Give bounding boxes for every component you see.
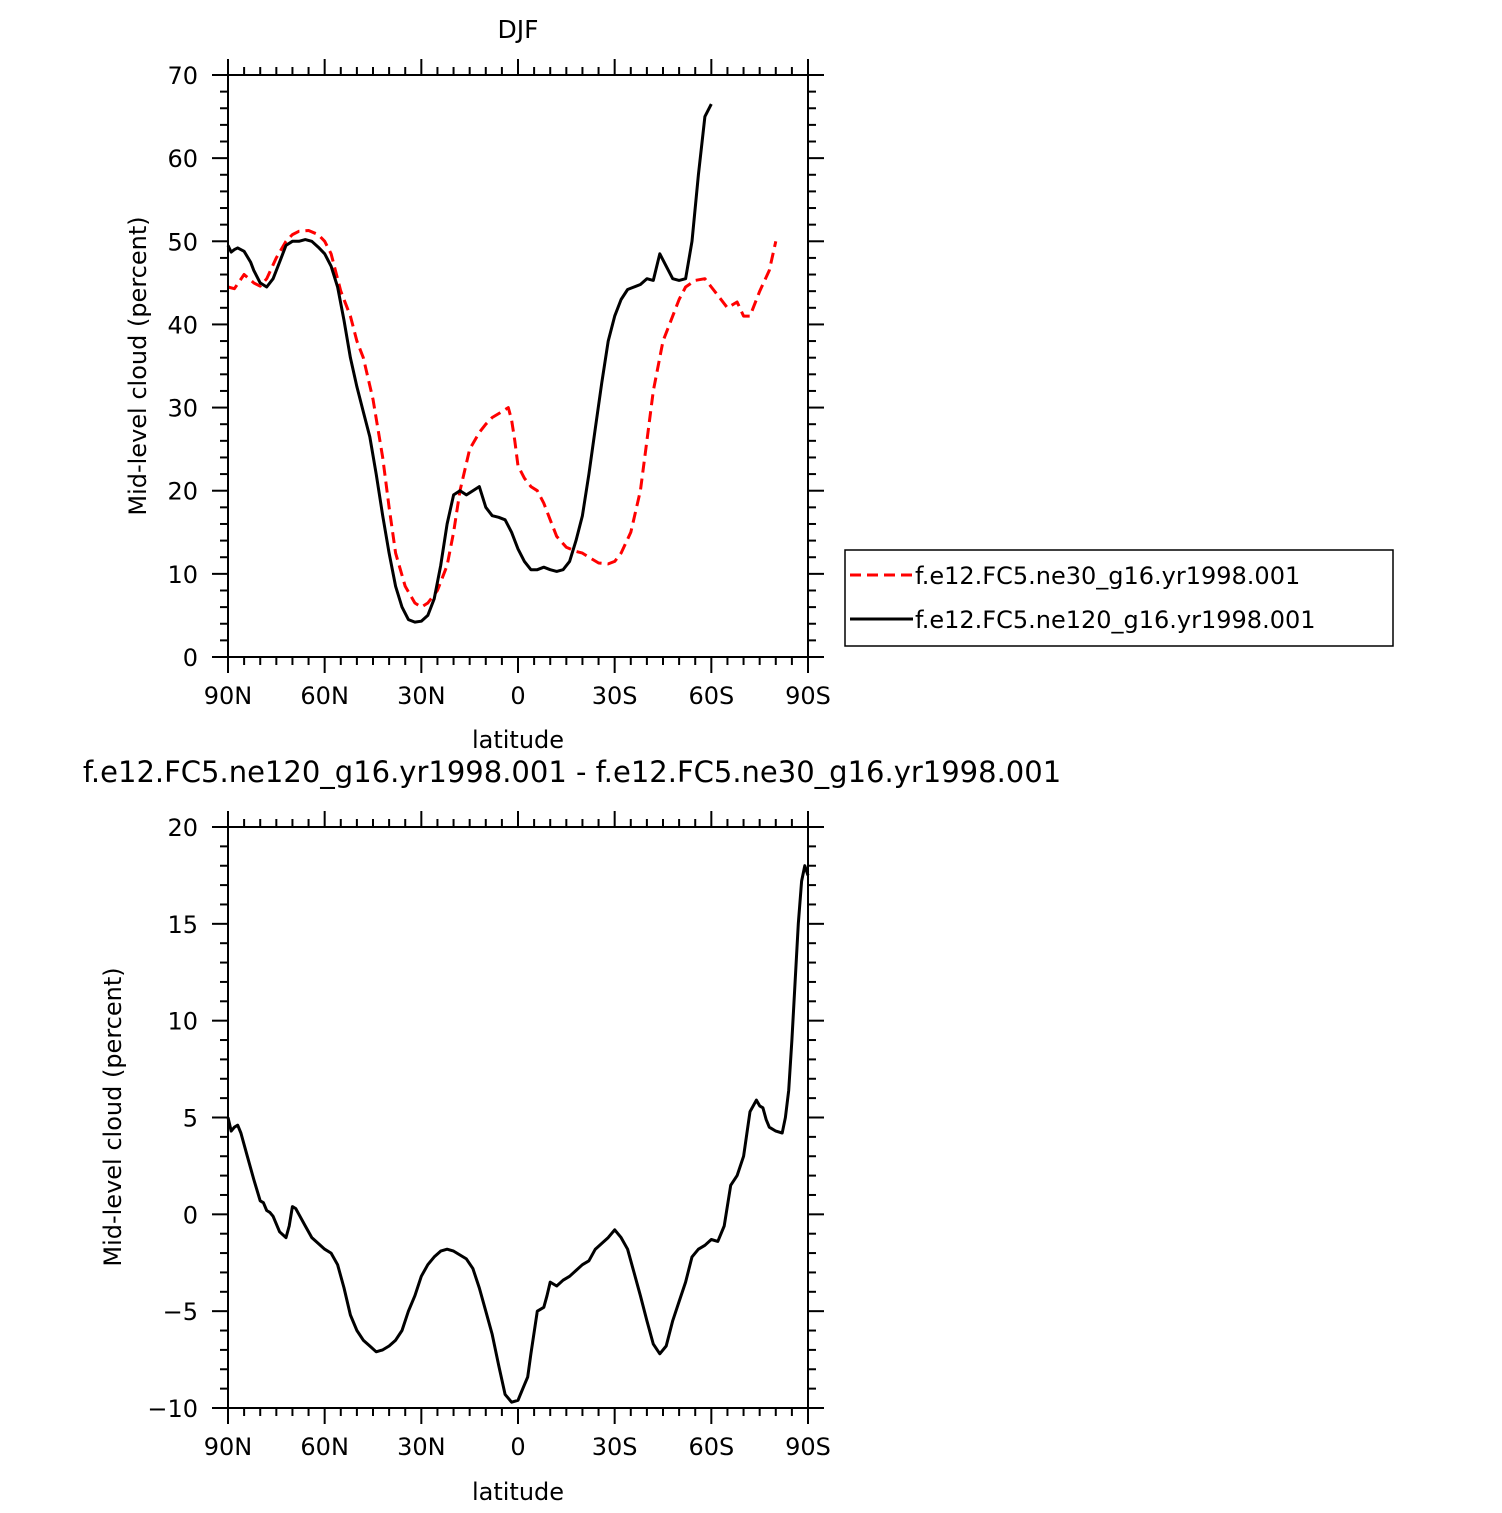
x-tick-label: 30S (592, 682, 638, 710)
difference-title: f.e12.FC5.ne120_g16.yr1998.001 - f.e12.F… (83, 755, 1061, 789)
x-tick-label: 60S (688, 682, 734, 710)
x-tick-label: 30N (397, 682, 446, 710)
y-tick-label: 60 (167, 145, 198, 173)
y-tick-label: 0 (183, 644, 198, 672)
y-tick-label: −10 (147, 1395, 198, 1423)
x-tick-label: 0 (510, 682, 525, 710)
series-lines (226, 864, 810, 1404)
y-axis-label: Mid-level cloud (percent) (124, 216, 152, 515)
y-tick-label: 10 (167, 1008, 198, 1036)
x-tick-label: 60S (688, 1433, 734, 1461)
plot-frame (227, 826, 809, 1409)
plot-frame (227, 74, 809, 658)
y-tick-label: 10 (167, 561, 198, 589)
x-tick-label: 60N (300, 682, 349, 710)
y-tick-label: 50 (167, 228, 198, 256)
zonal-mean-chart: DJF Mid-level cloud (percent) latitude 9… (124, 15, 831, 754)
x-tick-label: 90S (785, 682, 831, 710)
y-tick-label: 20 (167, 814, 198, 842)
tick-labels: 90N 60N 30N 0 30S 60S 90S 0 10 20 30 40 50 60 70 (167, 62, 830, 710)
y-tick-label: 70 (167, 62, 198, 90)
y-tick-label: 40 (167, 311, 198, 339)
y-tick-label: 0 (183, 1201, 198, 1229)
y-tick-label: −5 (163, 1298, 198, 1326)
tick-labels: 90N 60N 30N 0 30S 60S 90S −10 −5 0 5 10 15 20 (147, 814, 831, 1461)
difference-chart: f.e12.FC5.ne120_g16.yr1998.001 - f.e12.F… (83, 755, 1061, 1506)
legend: f.e12.FC5.ne30_g16.yr1998.001 f.e12.FC5.… (844, 549, 1394, 647)
x-tick-label: 90N (204, 682, 253, 710)
x-tick-label: 30S (592, 1433, 638, 1461)
legend-label-ne120: f.e12.FC5.ne120_g16.yr1998.001 (915, 606, 1316, 634)
x-axis-label: latitude (472, 726, 564, 754)
x-tick-label: 60N (300, 1433, 349, 1461)
x-tick-label: 90S (785, 1433, 831, 1461)
y-tick-label: 20 (167, 478, 198, 506)
y-axis-label: Mid-level cloud (percent) (99, 967, 127, 1266)
series-line-1 (227, 229, 778, 609)
axis-ticks (212, 811, 824, 1424)
chart-title: DJF (497, 15, 538, 44)
x-axis-label: latitude (472, 1478, 564, 1506)
series-lines (226, 103, 778, 624)
axis-ticks (212, 59, 824, 673)
x-tick-label: 90N (204, 1433, 253, 1461)
series-line-2 (226, 103, 713, 624)
x-tick-label: 30N (397, 1433, 446, 1461)
y-tick-label: 5 (183, 1105, 198, 1133)
legend-box (844, 549, 1394, 647)
y-tick-label: 30 (167, 395, 198, 423)
y-tick-label: 15 (167, 911, 198, 939)
legend-label-ne30: f.e12.FC5.ne30_g16.yr1998.001 (915, 562, 1300, 590)
x-tick-label: 0 (510, 1433, 525, 1461)
series-line-1 (226, 864, 810, 1404)
